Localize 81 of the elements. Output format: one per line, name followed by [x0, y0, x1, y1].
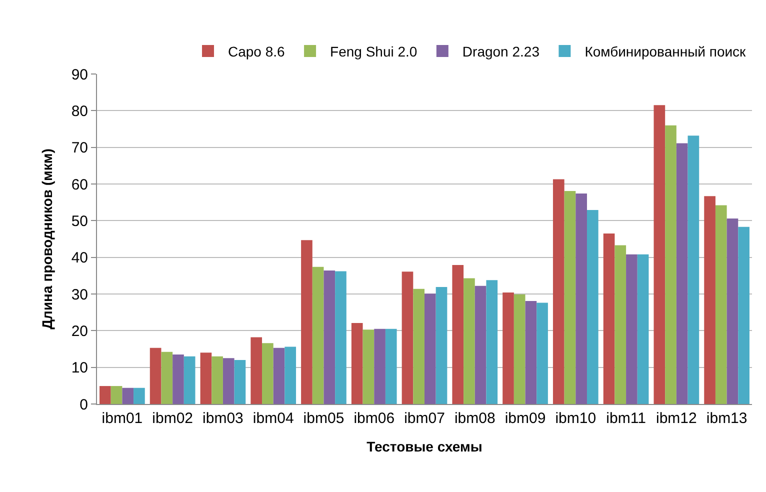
y-tick-label: 50 [71, 212, 88, 230]
x-tick-label: ibm12 [656, 410, 697, 427]
bar [312, 266, 324, 404]
bar [576, 194, 587, 404]
bar [738, 226, 750, 404]
bar [161, 352, 173, 404]
bar [688, 136, 700, 404]
x-tick-label: ibm10 [555, 410, 596, 427]
x-tick-label: ibm05 [303, 410, 344, 427]
x-tick-label: ibm08 [454, 410, 496, 427]
bar [474, 286, 486, 404]
legend-label: Capo 8.6 [228, 43, 286, 60]
bar [726, 218, 738, 404]
bar [552, 179, 564, 404]
bar [704, 196, 716, 404]
y-tick-label: 0 [80, 396, 88, 414]
bar [424, 294, 436, 404]
bar [362, 330, 374, 404]
bar [374, 328, 386, 404]
x-tick-label: ibm02 [152, 410, 194, 427]
bar [172, 354, 184, 404]
legend-label: Dragon 2.23 [462, 43, 540, 60]
x-tick-label: ibm11 [606, 410, 646, 427]
y-tick-label: 60 [71, 176, 88, 194]
bar [262, 343, 274, 404]
bar [525, 300, 537, 404]
bar [335, 271, 346, 404]
y-tick-label: 40 [71, 250, 88, 267]
y-tick-label: 80 [71, 102, 88, 120]
bar [273, 348, 285, 404]
bar [413, 288, 424, 404]
legend-label: Комбинированный поиск [584, 43, 747, 60]
bar [110, 386, 122, 404]
y-tick-label: 20 [71, 322, 88, 340]
bar [100, 386, 111, 404]
bar [665, 125, 676, 404]
bar [654, 105, 666, 404]
bar [586, 210, 598, 404]
bar [436, 287, 448, 404]
bar [301, 240, 312, 404]
bar [150, 348, 162, 404]
y-tick-label: 30 [71, 286, 88, 304]
y-tick-label: 10 [71, 360, 88, 377]
bar [250, 337, 262, 404]
bar [603, 234, 615, 404]
bar [402, 272, 414, 404]
bar [234, 360, 246, 404]
bar [324, 270, 336, 404]
bar [200, 352, 212, 404]
bar [637, 254, 649, 404]
bar [626, 254, 638, 404]
bar [614, 245, 626, 404]
bar [134, 388, 145, 404]
bar [486, 280, 498, 404]
bar [222, 358, 234, 404]
bar [184, 356, 196, 404]
y-tick-label: 70 [71, 140, 88, 157]
x-tick-label: ibm13 [706, 410, 748, 427]
x-axis-title: Тестовые схемы [366, 438, 482, 454]
bar [385, 328, 397, 404]
bar [452, 265, 464, 404]
y-axis-title: Длина проводников (мкм) [38, 148, 55, 330]
x-tick-label: ibm09 [504, 410, 546, 427]
bar [715, 205, 727, 404]
bar [676, 143, 688, 404]
bar [536, 302, 548, 404]
x-tick-label: ibm06 [354, 410, 395, 427]
bar [351, 322, 363, 404]
bar [284, 346, 296, 404]
bar [212, 356, 223, 404]
bar [564, 190, 576, 404]
bar [464, 278, 475, 404]
bar [502, 292, 514, 404]
y-tick-label: 90 [71, 66, 88, 84]
legend-label: Feng Shui 2.0 [330, 43, 418, 60]
bar [122, 388, 134, 404]
x-tick-label: ibm03 [202, 410, 244, 427]
bar [514, 294, 526, 404]
x-tick-label: ibm07 [404, 410, 445, 427]
x-tick-label: ibm01 [102, 410, 143, 427]
x-tick-label: ibm04 [252, 410, 294, 427]
